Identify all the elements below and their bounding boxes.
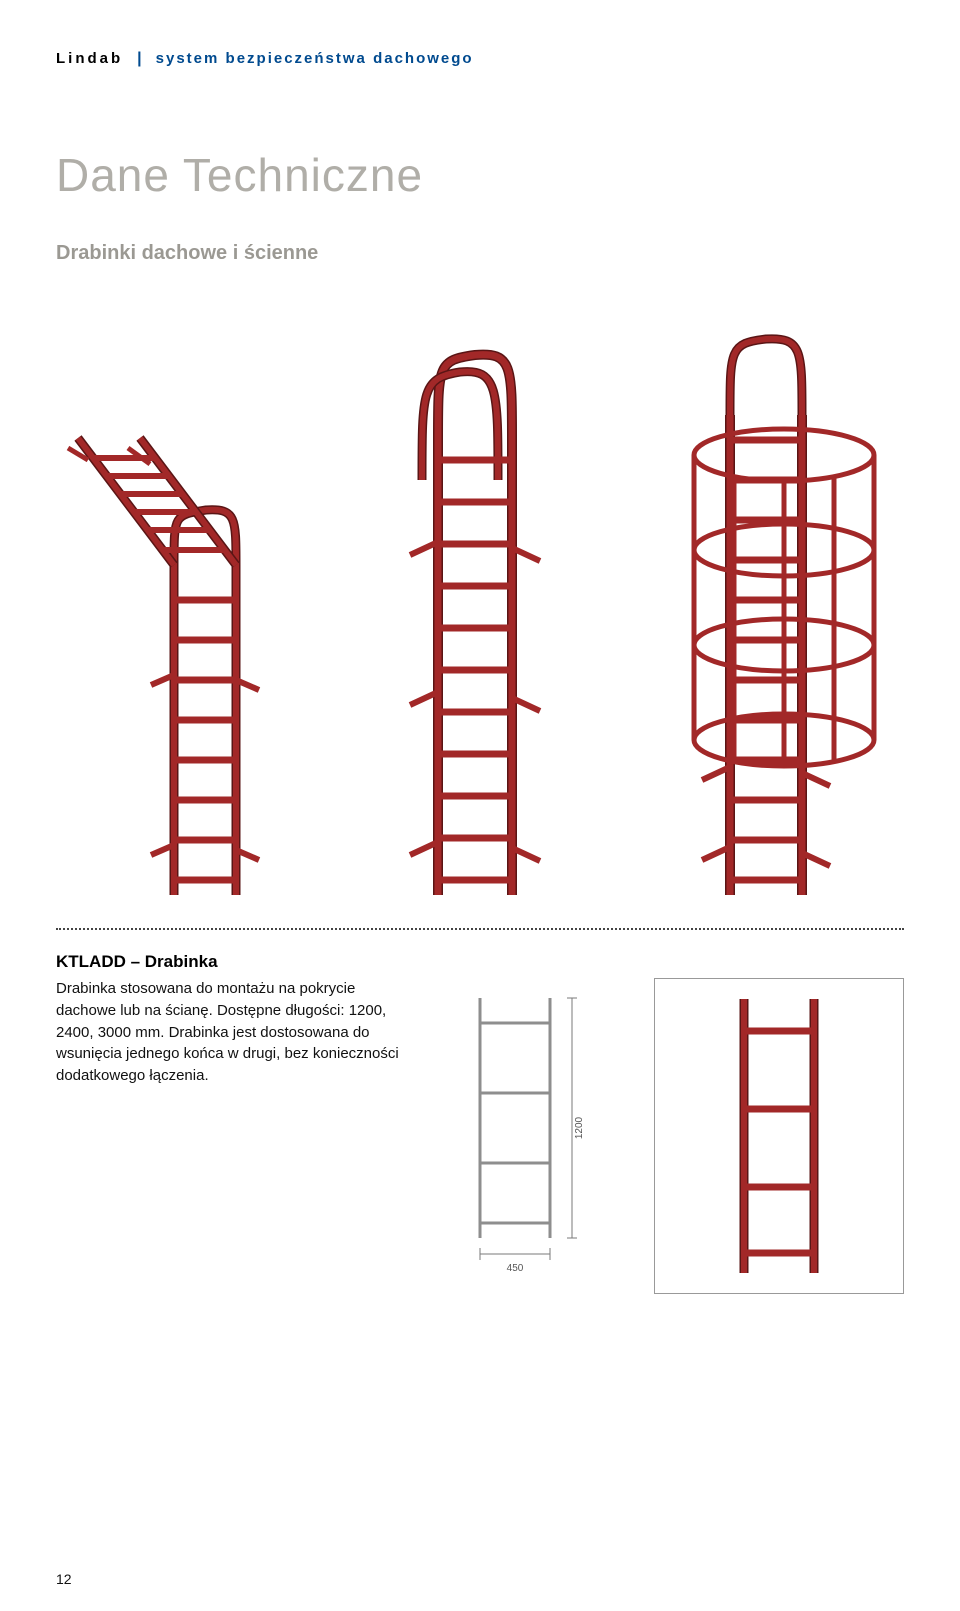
page-header: Lindab | system bezpieczeństwa dachowego — [56, 50, 904, 68]
section-divider — [56, 928, 904, 930]
page-subtitle: Drabinki dachowe i ścienne — [56, 242, 904, 265]
product-body-row: Drabinka stosowana do montażu na pokryci… — [56, 978, 904, 1294]
caged-wall-ladder-icon — [634, 305, 904, 900]
dim-height-label: 1200 — [574, 1116, 585, 1139]
dimension-diagram: 1200 450 — [430, 978, 630, 1278]
page-number: 12 — [56, 1571, 72, 1587]
roof-transition-ladder-icon — [56, 340, 316, 900]
product-thumbnail-icon — [699, 991, 859, 1281]
product-description: Drabinka stosowana do montażu na pokryci… — [56, 978, 406, 1087]
product-thumbnail-frame — [654, 978, 904, 1294]
brand-name: Lindab — [56, 50, 123, 67]
wall-ladder-handrails-icon — [360, 310, 590, 900]
ladder-illustrations-row — [56, 305, 904, 900]
page-title: Dane Techniczne — [56, 148, 904, 202]
header-tagline: system bezpieczeństwa dachowego — [156, 50, 474, 67]
dim-width-label: 450 — [507, 1263, 524, 1274]
header-separator: | — [137, 50, 141, 68]
product-title: KTLADD – Drabinka — [56, 952, 904, 972]
